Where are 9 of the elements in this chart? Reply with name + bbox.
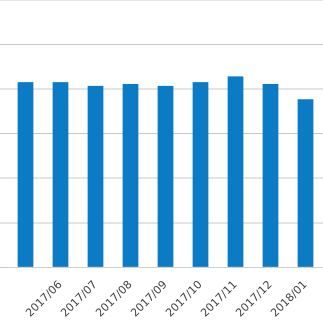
bar [228, 76, 244, 267]
bar [262, 84, 278, 267]
bar [122, 84, 138, 267]
bar [158, 86, 174, 267]
bar [88, 86, 104, 267]
bar [18, 82, 34, 267]
bar [192, 82, 208, 267]
bar [298, 99, 314, 267]
bar [52, 82, 68, 267]
